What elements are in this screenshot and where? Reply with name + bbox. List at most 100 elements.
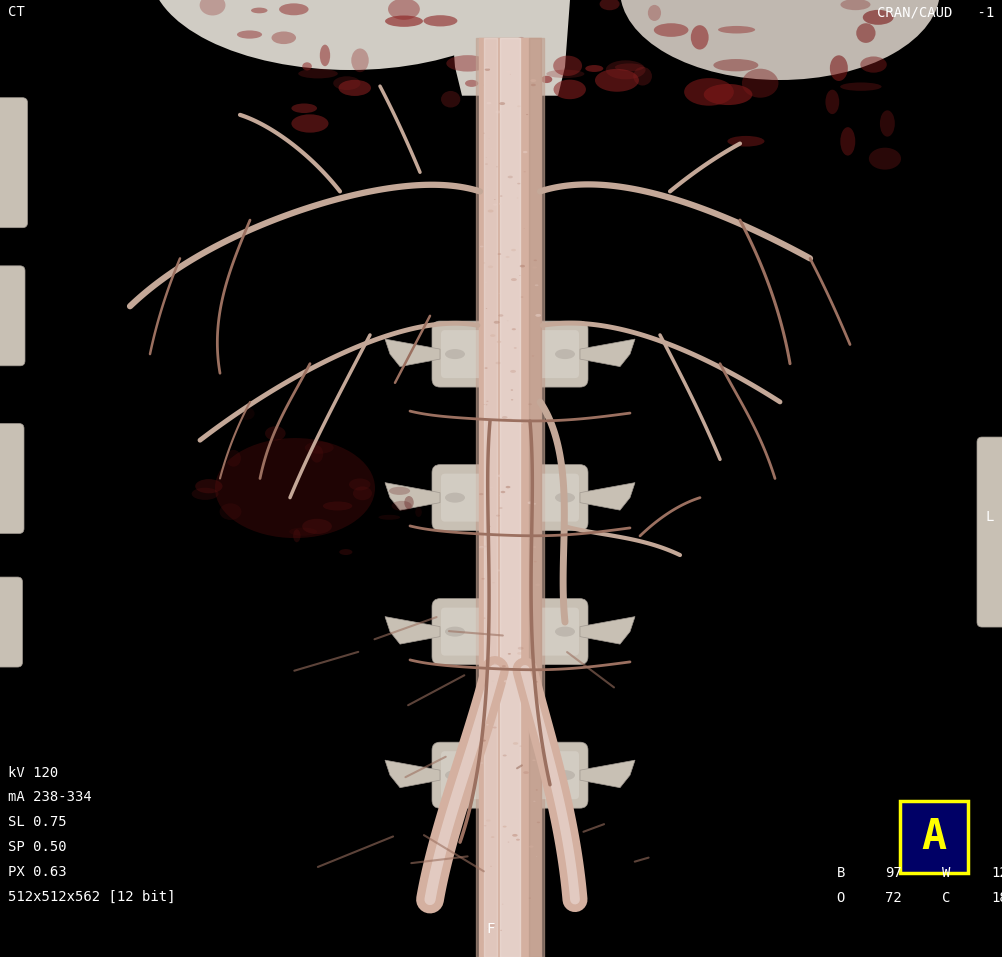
Ellipse shape <box>499 102 505 105</box>
Ellipse shape <box>501 624 504 625</box>
Ellipse shape <box>500 495 504 497</box>
Ellipse shape <box>529 539 532 541</box>
Ellipse shape <box>869 147 901 169</box>
Ellipse shape <box>840 82 882 91</box>
Ellipse shape <box>441 91 460 107</box>
Ellipse shape <box>532 355 534 357</box>
Ellipse shape <box>532 740 534 741</box>
Ellipse shape <box>482 740 486 742</box>
Ellipse shape <box>334 77 361 90</box>
Ellipse shape <box>503 754 507 756</box>
Ellipse shape <box>535 584 540 586</box>
Ellipse shape <box>465 79 478 87</box>
Ellipse shape <box>595 69 639 92</box>
Ellipse shape <box>392 501 412 511</box>
Ellipse shape <box>495 662 497 664</box>
Ellipse shape <box>505 256 510 258</box>
Ellipse shape <box>445 627 465 636</box>
Ellipse shape <box>238 408 255 420</box>
Ellipse shape <box>502 665 506 667</box>
Polygon shape <box>385 616 440 644</box>
Ellipse shape <box>555 770 575 780</box>
Ellipse shape <box>496 515 500 517</box>
Ellipse shape <box>305 441 334 454</box>
Ellipse shape <box>280 3 309 15</box>
Ellipse shape <box>654 23 688 37</box>
Ellipse shape <box>703 84 753 105</box>
Polygon shape <box>385 482 440 510</box>
Ellipse shape <box>494 321 500 323</box>
Ellipse shape <box>415 507 422 517</box>
Ellipse shape <box>511 249 516 252</box>
Ellipse shape <box>480 762 483 764</box>
Ellipse shape <box>553 56 582 76</box>
Ellipse shape <box>532 546 536 548</box>
Ellipse shape <box>237 31 263 38</box>
Text: PX 0.63: PX 0.63 <box>8 865 66 879</box>
Ellipse shape <box>488 525 491 527</box>
Ellipse shape <box>684 78 733 105</box>
Ellipse shape <box>535 314 541 317</box>
Ellipse shape <box>490 487 493 488</box>
Text: kV 120: kV 120 <box>8 766 58 780</box>
Ellipse shape <box>510 240 516 242</box>
Ellipse shape <box>226 450 240 467</box>
Ellipse shape <box>493 726 497 728</box>
Ellipse shape <box>352 49 369 72</box>
FancyBboxPatch shape <box>432 322 588 387</box>
Text: CT: CT <box>8 5 25 19</box>
Ellipse shape <box>503 826 507 828</box>
Ellipse shape <box>522 286 525 288</box>
Ellipse shape <box>741 69 779 98</box>
Ellipse shape <box>199 0 225 15</box>
Ellipse shape <box>480 547 484 549</box>
FancyBboxPatch shape <box>0 266 25 366</box>
Ellipse shape <box>520 422 523 424</box>
Ellipse shape <box>498 314 503 317</box>
Ellipse shape <box>511 399 513 400</box>
Bar <box>900 801 968 873</box>
Ellipse shape <box>497 475 503 478</box>
Ellipse shape <box>353 486 372 501</box>
Ellipse shape <box>841 0 871 11</box>
Ellipse shape <box>555 349 575 359</box>
Ellipse shape <box>615 63 644 71</box>
Ellipse shape <box>517 652 523 655</box>
Ellipse shape <box>713 59 759 72</box>
Ellipse shape <box>486 724 489 725</box>
Ellipse shape <box>506 71 511 73</box>
Ellipse shape <box>508 176 513 178</box>
Ellipse shape <box>250 8 268 13</box>
Ellipse shape <box>516 82 520 84</box>
Ellipse shape <box>219 503 241 520</box>
Ellipse shape <box>481 578 485 580</box>
Ellipse shape <box>299 69 338 78</box>
FancyBboxPatch shape <box>441 751 579 799</box>
Ellipse shape <box>526 858 528 859</box>
Ellipse shape <box>504 679 509 682</box>
Ellipse shape <box>528 403 532 405</box>
Ellipse shape <box>495 111 501 113</box>
Ellipse shape <box>479 545 484 548</box>
Ellipse shape <box>880 110 895 137</box>
Ellipse shape <box>546 70 584 78</box>
Ellipse shape <box>555 627 575 636</box>
Ellipse shape <box>499 203 502 205</box>
Ellipse shape <box>529 898 531 899</box>
Ellipse shape <box>507 418 512 421</box>
Ellipse shape <box>292 114 329 133</box>
Ellipse shape <box>553 79 586 100</box>
Ellipse shape <box>511 389 513 390</box>
Ellipse shape <box>495 52 514 57</box>
Ellipse shape <box>606 60 645 79</box>
Ellipse shape <box>501 491 505 493</box>
Ellipse shape <box>507 101 511 104</box>
Text: A: A <box>921 815 946 857</box>
Ellipse shape <box>857 23 876 43</box>
Text: 512x512x562 [12 bit]: 512x512x562 [12 bit] <box>8 890 175 904</box>
Ellipse shape <box>488 210 494 212</box>
Ellipse shape <box>445 349 465 359</box>
Ellipse shape <box>531 83 536 86</box>
Polygon shape <box>450 0 570 96</box>
Ellipse shape <box>489 924 495 926</box>
